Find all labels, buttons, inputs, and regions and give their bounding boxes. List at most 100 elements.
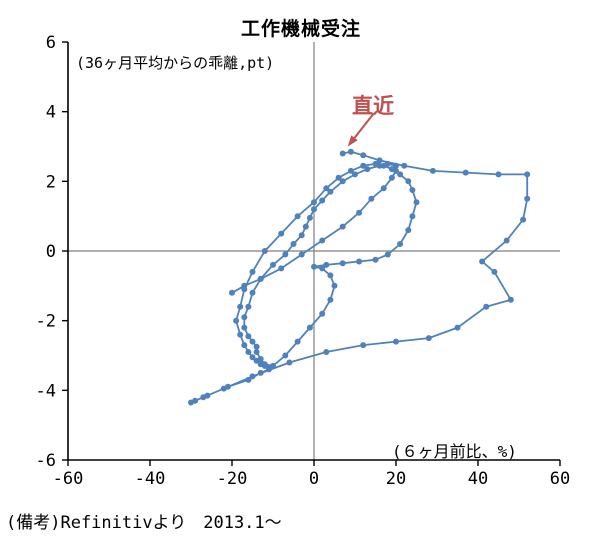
data-point <box>405 178 412 185</box>
y-tick-label: 6 <box>46 33 56 53</box>
data-point <box>241 324 248 331</box>
y-tick-label: -2 <box>36 312 56 332</box>
data-point <box>278 230 285 237</box>
data-point <box>233 317 240 324</box>
series-line <box>190 150 529 404</box>
data-point <box>462 169 469 176</box>
data-point <box>397 241 404 247</box>
data-point <box>360 152 367 159</box>
data-point <box>393 162 399 169</box>
data-point <box>327 272 334 279</box>
data-point <box>282 251 289 258</box>
data-point <box>220 385 227 392</box>
data-point <box>302 223 309 230</box>
y-tick-label: -4 <box>36 381 56 401</box>
data-point <box>311 206 317 213</box>
x-tick-label: -20 <box>217 469 248 489</box>
data-point <box>249 338 256 345</box>
data-point <box>356 258 363 265</box>
data-point <box>364 166 371 173</box>
data-point <box>306 214 313 221</box>
data-point <box>323 261 330 268</box>
data-point <box>339 178 346 185</box>
data-point <box>282 352 289 359</box>
data-point <box>388 174 395 181</box>
y-tick-label: 0 <box>46 242 56 262</box>
data-point <box>376 157 383 164</box>
data-point <box>319 265 326 272</box>
data-point <box>335 174 342 181</box>
data-point <box>261 248 268 254</box>
data-point <box>393 338 399 345</box>
data-point <box>278 265 285 272</box>
data-point <box>245 303 252 310</box>
data-point <box>188 399 194 406</box>
data-point <box>319 310 326 317</box>
data-point <box>503 237 510 244</box>
x-axis-unit-label: (６ヶ月前比、%) <box>392 442 517 461</box>
data-point <box>524 171 531 178</box>
y-axis-unit-label: (36ヶ月平均からの乖離,pt) <box>76 54 275 72</box>
data-point <box>241 286 248 293</box>
data-point <box>245 333 252 340</box>
data-point <box>257 275 264 282</box>
data-point <box>311 263 317 270</box>
data-point <box>253 343 260 350</box>
data-point <box>257 369 264 376</box>
data-point <box>397 171 404 178</box>
data-point <box>356 209 363 216</box>
data-point <box>319 237 326 244</box>
data-point <box>491 268 498 275</box>
data-point <box>360 162 367 169</box>
data-point <box>237 331 244 338</box>
x-tick-label: 40 <box>468 469 488 489</box>
data-point <box>253 349 260 355</box>
data-point <box>253 357 260 364</box>
data-point <box>429 167 436 174</box>
data-point <box>409 213 416 220</box>
data-point <box>290 241 297 247</box>
data-point <box>372 160 379 167</box>
x-tick-label: 20 <box>386 469 406 489</box>
data-point <box>360 342 367 349</box>
data-point <box>352 171 358 178</box>
data-point <box>270 261 276 268</box>
data-point <box>241 314 248 321</box>
data-point <box>311 199 317 206</box>
data-point <box>331 282 338 289</box>
data-point <box>339 223 346 230</box>
data-point <box>347 148 354 155</box>
data-point <box>298 251 305 258</box>
data-point <box>237 303 244 310</box>
x-tick-label: 0 <box>309 469 319 489</box>
x-tick-label: -40 <box>135 469 166 489</box>
data-point <box>409 187 416 193</box>
data-point <box>249 289 256 296</box>
data-point <box>298 232 305 239</box>
data-point <box>286 359 293 366</box>
latest-arrow-shaft <box>353 112 375 139</box>
data-point <box>249 354 256 361</box>
data-point <box>425 335 432 342</box>
data-point <box>319 197 326 204</box>
data-point <box>347 167 354 174</box>
data-point <box>339 260 346 267</box>
data-point <box>323 349 330 355</box>
data-point <box>401 162 408 169</box>
data-point <box>368 195 375 202</box>
latest-annotation-label: 直近 <box>352 94 394 118</box>
source-note: (備考)Refinitivより 2013.1～ <box>6 513 282 533</box>
data-point <box>380 162 387 169</box>
data-point <box>413 199 420 206</box>
latest-arrow-head <box>347 135 358 147</box>
y-tick-label: 2 <box>46 172 56 192</box>
data-point <box>245 376 252 383</box>
data-point <box>306 324 313 331</box>
data-point <box>323 185 330 192</box>
x-tick-label: 60 <box>550 469 570 489</box>
data-point <box>479 258 486 265</box>
data-point <box>384 251 391 258</box>
data-point <box>520 216 527 223</box>
